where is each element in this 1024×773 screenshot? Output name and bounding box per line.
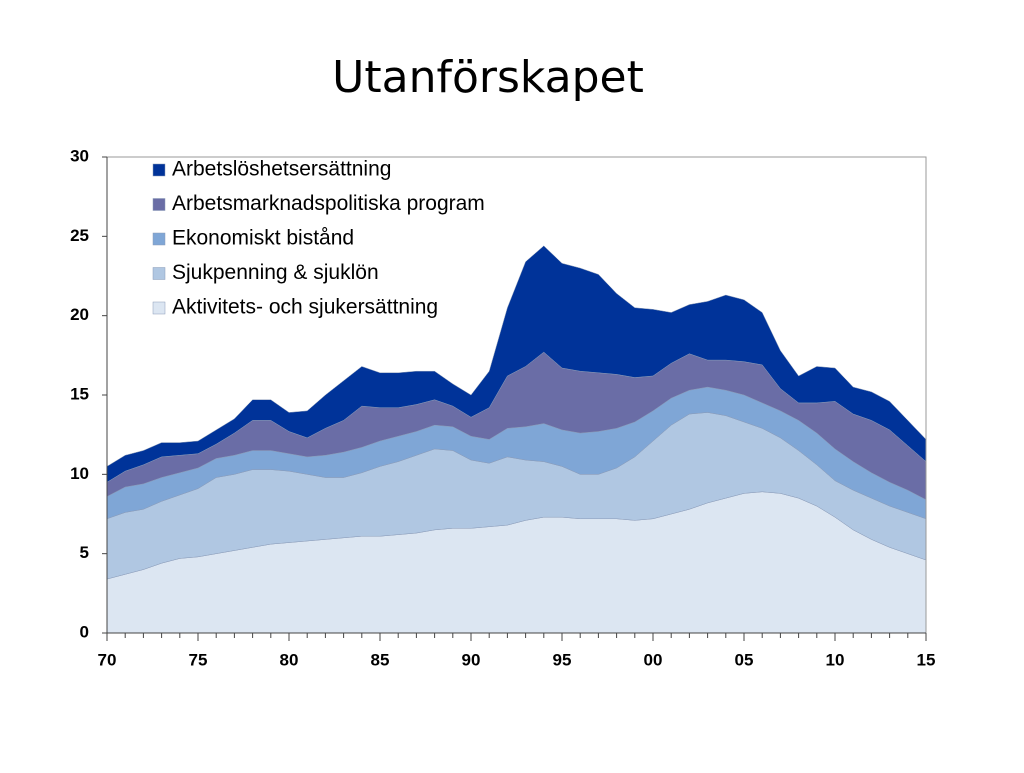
- x-tick-label: 95: [553, 650, 572, 669]
- y-tick-label: 15: [70, 384, 89, 403]
- x-tick-label: 85: [371, 650, 390, 669]
- y-tick-label: 10: [70, 464, 89, 483]
- legend-label: Arbetslöshetsersättning: [172, 158, 391, 181]
- legend-swatch: [152, 163, 166, 177]
- y-tick-label: 25: [70, 226, 89, 245]
- x-tick-label: 15: [917, 650, 936, 669]
- y-tick-label: 20: [70, 305, 89, 324]
- x-tick-label: 00: [644, 650, 663, 669]
- legend-swatch: [152, 267, 166, 280]
- legend-swatch: [152, 198, 166, 211]
- legend-label: Arbetsmarknadspolitiska program: [172, 192, 485, 215]
- x-tick-label: 80: [280, 650, 299, 669]
- x-tick-label: 75: [189, 650, 208, 669]
- x-tick-label: 90: [462, 650, 481, 669]
- x-tick-label: 70: [98, 650, 117, 669]
- legend-swatch: [152, 232, 166, 246]
- y-tick-label: 5: [80, 543, 89, 562]
- chart-title: Utanförskapet: [332, 52, 644, 103]
- y-tick-label: 0: [80, 622, 89, 641]
- x-tick-label: 10: [826, 650, 845, 669]
- legend-label: Sjukpenning & sjuklön: [172, 261, 379, 284]
- legend-swatch: [152, 301, 166, 315]
- legend-label: Aktivitets- och sjukersättning: [172, 296, 438, 319]
- x-tick-label: 05: [735, 650, 754, 669]
- y-tick-label: 30: [70, 146, 89, 165]
- legend-label: Ekonomiskt bistånd: [172, 227, 354, 250]
